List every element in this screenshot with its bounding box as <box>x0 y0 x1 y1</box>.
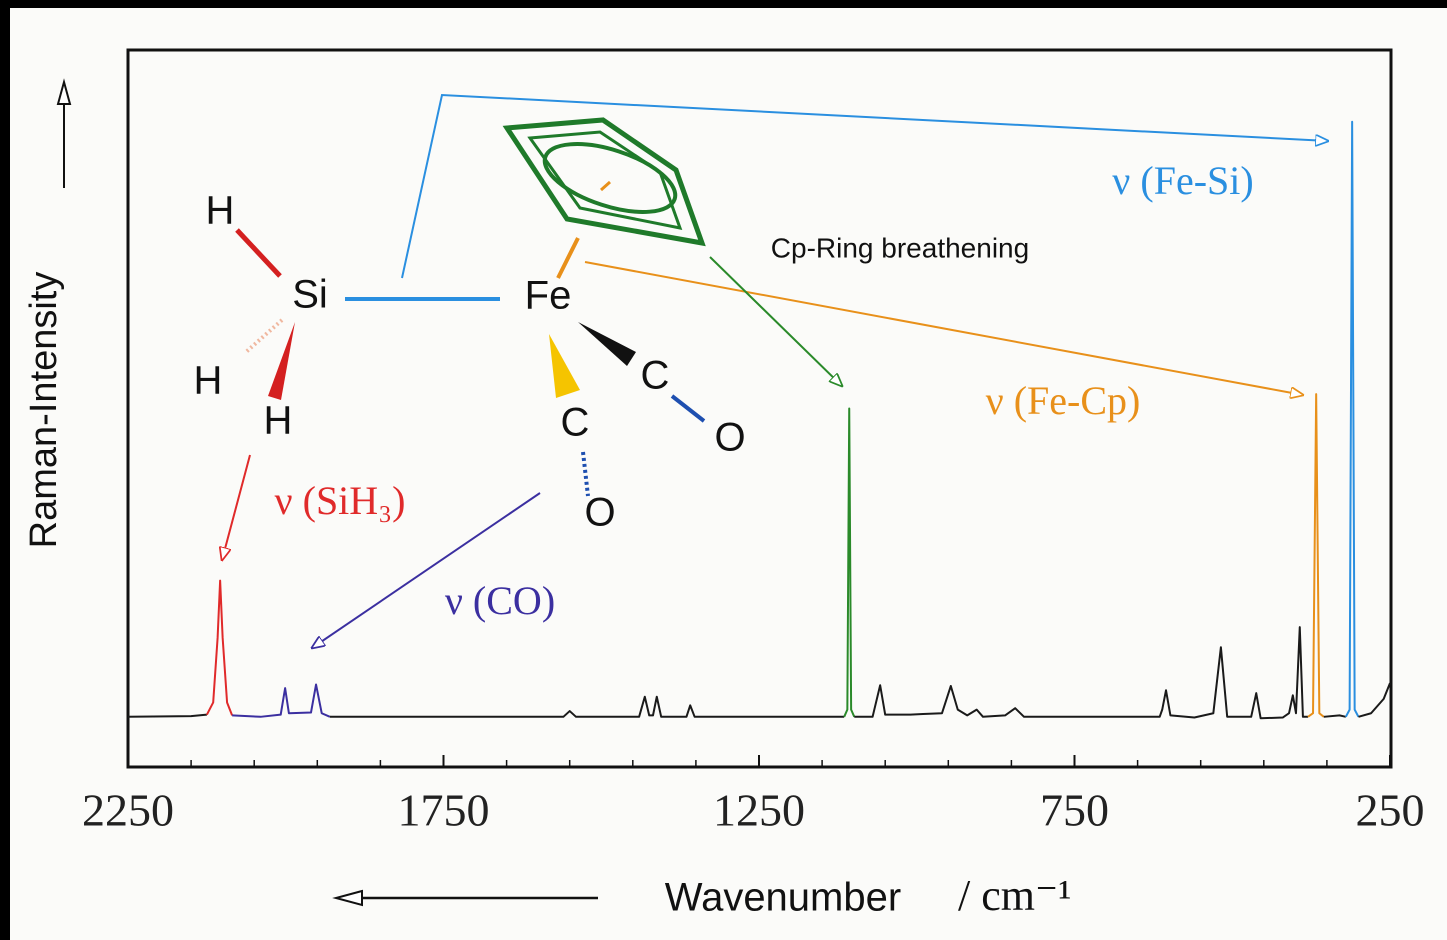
atom-label: Fe <box>525 274 572 318</box>
annotation: Cp-Ring breathening <box>771 232 1029 263</box>
annotation: ν (CO) <box>445 578 555 623</box>
annotation: ν (Fe-Si) <box>1112 158 1253 203</box>
atom-label: H <box>264 399 293 443</box>
x-tick-label: 250 <box>1356 785 1425 836</box>
atom-label: H <box>206 189 235 233</box>
page: {"chart_data": { "type": "line", "xlabel… <box>0 0 1447 940</box>
chart: 2250 1750 1250 750 250 Wavenumber / cm⁻¹ Raman-… <box>0 0 1447 940</box>
x-axis-unit: / cm⁻¹ <box>958 871 1071 920</box>
x-tick-label: 2250 <box>82 785 174 836</box>
atom-label: Si <box>292 273 328 317</box>
atom-label: O <box>714 416 745 460</box>
atom-label: H <box>194 359 223 403</box>
x-tick-label: 750 <box>1040 785 1109 836</box>
x-tick-label: 1250 <box>713 785 805 836</box>
y-axis-label: Raman-Intensity <box>23 272 65 549</box>
atom-label: C <box>641 354 670 398</box>
x-axis-label: Wavenumber <box>665 876 901 920</box>
atom-label: O <box>584 491 615 535</box>
annotation: ν (SiH₃) <box>275 478 406 523</box>
x-tick-label: 1750 <box>398 785 490 836</box>
spectrum-segment <box>1324 715 1346 716</box>
annotation: ν (Fe-Cp) <box>986 378 1141 423</box>
atom-label: C <box>561 401 590 445</box>
